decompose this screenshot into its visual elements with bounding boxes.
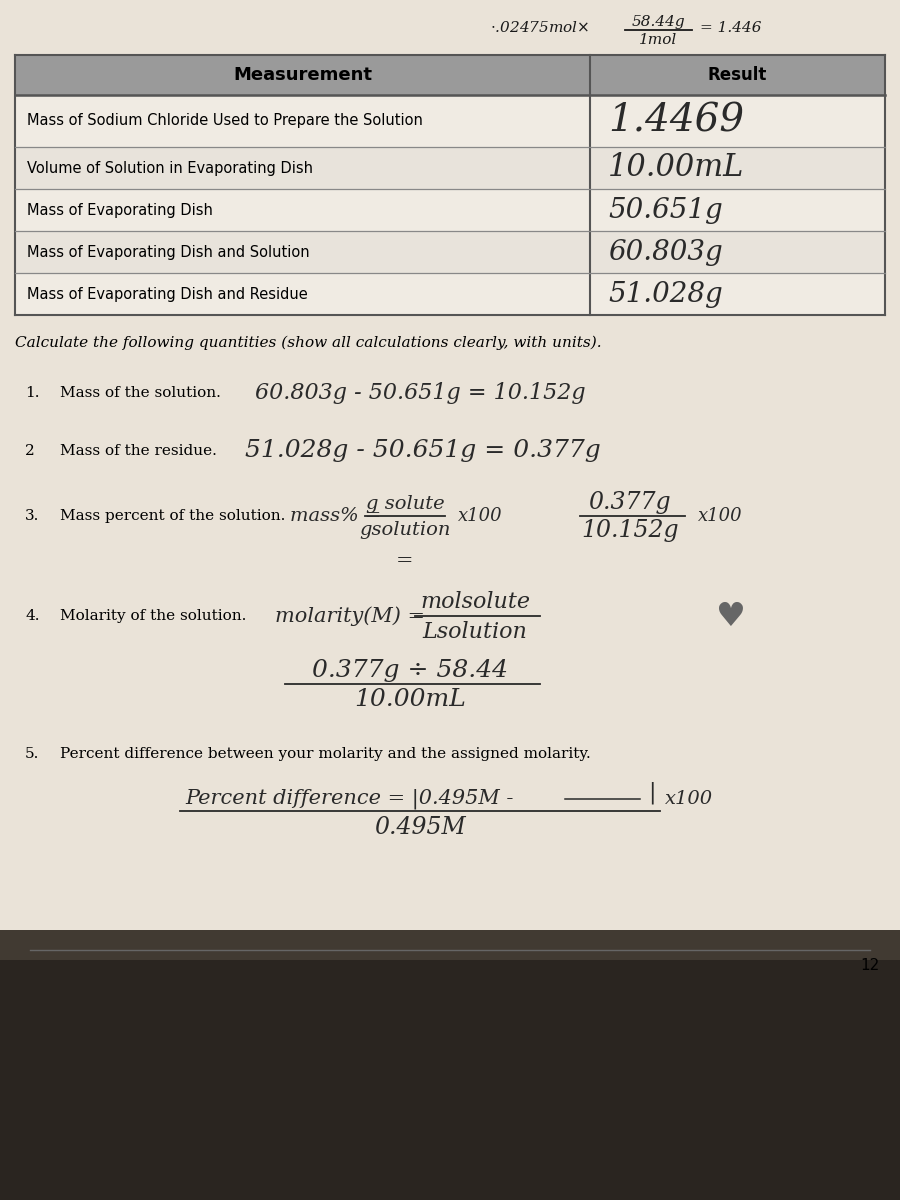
Text: $\cdot$.02475mol$\times$: $\cdot$.02475mol$\times$ [490, 20, 590, 36]
Text: =: = [396, 552, 414, 570]
Text: 0.377g ÷ 58.44: 0.377g ÷ 58.44 [312, 659, 508, 682]
Text: 51.028g - 50.651g = 0.377g: 51.028g - 50.651g = 0.377g [245, 439, 601, 462]
Text: 10.152g: 10.152g [581, 520, 679, 542]
Text: g solute: g solute [365, 494, 445, 514]
Text: 2: 2 [25, 444, 35, 458]
Bar [0, 0, 900, 960]
Text: molarity(M) =: molarity(M) = [275, 606, 425, 626]
Text: Volume of Solution in Evaporating Dish: Volume of Solution in Evaporating Dish [27, 161, 313, 175]
Text: Mass of Evaporating Dish and Solution: Mass of Evaporating Dish and Solution [27, 245, 310, 259]
Bar [15, 146, 885, 188]
Text: 0.495M: 0.495M [374, 816, 466, 839]
Text: Mass of the residue.: Mass of the residue. [60, 444, 217, 458]
Text: 51.028g: 51.028g [608, 281, 723, 307]
Text: molsolute: molsolute [420, 590, 530, 613]
Text: 1.: 1. [25, 386, 40, 400]
Text: Percent difference = |0.495M -: Percent difference = |0.495M - [185, 788, 513, 809]
Text: 12: 12 [860, 958, 880, 972]
Bar [15, 95, 885, 146]
Text: 60.803g - 50.651g = 10.152g: 60.803g - 50.651g = 10.152g [255, 382, 586, 404]
Text: 0.377g: 0.377g [589, 492, 671, 515]
Bar [15, 55, 885, 95]
Text: 3.: 3. [25, 509, 40, 523]
Text: 4.: 4. [25, 608, 40, 623]
Text: Mass of Evaporating Dish: Mass of Evaporating Dish [27, 203, 213, 217]
Text: 58.44g: 58.44g [631, 14, 685, 29]
Bar [15, 272, 885, 314]
Text: Calculate the following quantities (show all calculations clearly, with units).: Calculate the following quantities (show… [15, 336, 601, 350]
Text: Lsolution: Lsolution [423, 622, 527, 643]
Text: Percent difference between your molarity and the assigned molarity.: Percent difference between your molarity… [60, 746, 590, 761]
Text: x100: x100 [458, 506, 502, 526]
Text: 1mol: 1mol [639, 32, 677, 47]
Bar [0, 0, 900, 960]
Text: Mass of Sodium Chloride Used to Prepare the Solution: Mass of Sodium Chloride Used to Prepare … [27, 114, 423, 128]
Text: = 1.446: = 1.446 [700, 20, 761, 35]
Text: 60.803g: 60.803g [608, 239, 723, 265]
Bar [0, 930, 900, 1200]
Text: Mass percent of the solution.: Mass percent of the solution. [60, 509, 285, 523]
Text: 10.00mL: 10.00mL [608, 152, 744, 184]
Text: mass% =: mass% = [290, 506, 382, 526]
Text: Mass of the solution.: Mass of the solution. [60, 386, 220, 400]
Bar [15, 188, 885, 230]
Text: |: | [648, 781, 655, 804]
Text: Molarity of the solution.: Molarity of the solution. [60, 608, 247, 623]
Text: x100: x100 [665, 790, 713, 808]
Text: gsolution: gsolution [359, 521, 451, 539]
Text: 5.: 5. [25, 746, 40, 761]
Text: Result: Result [707, 66, 767, 84]
Text: Measurement: Measurement [233, 66, 372, 84]
Text: Mass of Evaporating Dish and Residue: Mass of Evaporating Dish and Residue [27, 287, 308, 301]
Text: ♥: ♥ [716, 600, 745, 632]
Text: x100: x100 [698, 506, 742, 526]
Text: 1.4469: 1.4469 [608, 102, 744, 139]
Text: 10.00mL: 10.00mL [354, 689, 466, 712]
Bar [15, 230, 885, 272]
Text: 50.651g: 50.651g [608, 197, 723, 223]
